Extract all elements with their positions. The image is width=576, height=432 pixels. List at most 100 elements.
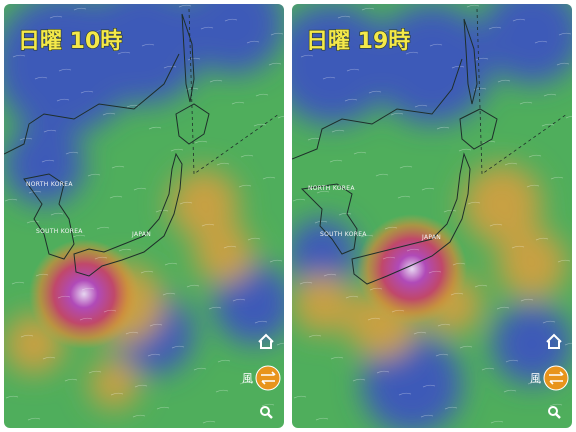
home-button[interactable] — [258, 333, 274, 349]
streak — [147, 353, 161, 357]
streak — [42, 356, 56, 360]
home-icon[interactable] — [546, 333, 562, 349]
home-button[interactable] — [546, 333, 562, 349]
streak — [49, 15, 63, 19]
streak — [420, 414, 434, 418]
search-icon[interactable] — [555, 413, 561, 419]
streak — [270, 32, 284, 36]
streak — [94, 256, 108, 260]
wind-icon[interactable] — [549, 371, 564, 385]
streak — [43, 129, 57, 133]
streak — [269, 259, 283, 263]
streak — [118, 248, 132, 252]
streak — [534, 40, 548, 44]
coastline — [463, 18, 478, 105]
streak — [527, 381, 541, 385]
streak — [368, 90, 382, 94]
streak — [503, 389, 517, 393]
search-icon[interactable] — [267, 413, 273, 419]
streak — [50, 212, 64, 216]
streak — [156, 406, 170, 410]
streak — [338, 212, 352, 216]
streak — [346, 68, 360, 72]
wind-blob — [292, 274, 352, 334]
streak — [20, 334, 34, 338]
streak — [352, 378, 366, 382]
streak — [413, 331, 427, 335]
search-button[interactable] — [548, 406, 561, 419]
wind-blob — [184, 4, 284, 74]
map-panel: 日曜 19時 NORTH KOREA SOUTH KOREA JAPAN 風 — [292, 4, 572, 428]
streak — [361, 7, 375, 11]
streak — [209, 79, 223, 83]
streak — [329, 159, 343, 163]
streak — [4, 198, 18, 202]
streak — [201, 223, 215, 227]
wind-blob — [89, 359, 139, 409]
streak — [223, 245, 237, 249]
streak — [215, 389, 229, 393]
wind-blob — [482, 4, 572, 84]
streak — [268, 62, 282, 66]
streak — [458, 148, 472, 152]
typhoon — [357, 214, 467, 324]
streak — [519, 101, 533, 105]
streak — [11, 281, 25, 285]
streak — [163, 65, 177, 69]
place-label: SOUTH KOREA — [320, 231, 367, 238]
streak — [80, 90, 94, 94]
streak — [550, 176, 564, 180]
wind-blob — [462, 164, 542, 244]
wind-blob — [194, 224, 254, 284]
streak — [5, 395, 19, 399]
streak — [482, 140, 496, 144]
streak — [238, 184, 252, 188]
streak — [132, 414, 146, 418]
wind-blob — [292, 219, 357, 289]
search-icon[interactable] — [260, 406, 270, 416]
streak — [474, 284, 488, 288]
streak — [171, 345, 185, 349]
streak — [41, 159, 55, 163]
wind-layer-button[interactable] — [255, 365, 281, 391]
streak — [293, 395, 307, 399]
streak — [489, 223, 503, 227]
map-layer — [292, 4, 572, 428]
streak — [369, 287, 383, 291]
home-icon[interactable] — [258, 333, 274, 349]
streak — [179, 201, 193, 205]
streak — [459, 345, 473, 349]
place-label: NORTH KOREA — [308, 185, 355, 192]
streak — [117, 51, 131, 55]
streak — [246, 40, 260, 44]
streak — [315, 417, 329, 421]
search-button[interactable] — [260, 406, 273, 419]
streak — [436, 126, 450, 130]
streak — [261, 403, 275, 407]
place-label: JAPAN — [131, 231, 151, 238]
streak — [307, 137, 321, 141]
map-layer — [4, 4, 284, 428]
wind-blob — [214, 264, 284, 344]
streak — [19, 137, 33, 141]
streak — [193, 367, 207, 371]
search-icon[interactable] — [548, 406, 558, 416]
wind-layer-button[interactable] — [543, 365, 569, 391]
streak — [444, 406, 458, 410]
streak — [162, 292, 176, 296]
wind-blob — [84, 4, 204, 104]
streak — [406, 248, 420, 252]
streak — [88, 370, 102, 374]
streak — [148, 126, 162, 130]
streak — [344, 98, 358, 102]
streak — [247, 237, 261, 241]
wind-icon[interactable] — [261, 371, 276, 385]
streak — [26, 220, 40, 224]
streak — [56, 98, 70, 102]
streak — [34, 76, 48, 80]
streak — [240, 154, 254, 158]
streak — [253, 123, 267, 127]
panel-title: 日曜 19時 — [306, 29, 410, 54]
streak — [337, 15, 351, 19]
streak — [421, 187, 435, 191]
